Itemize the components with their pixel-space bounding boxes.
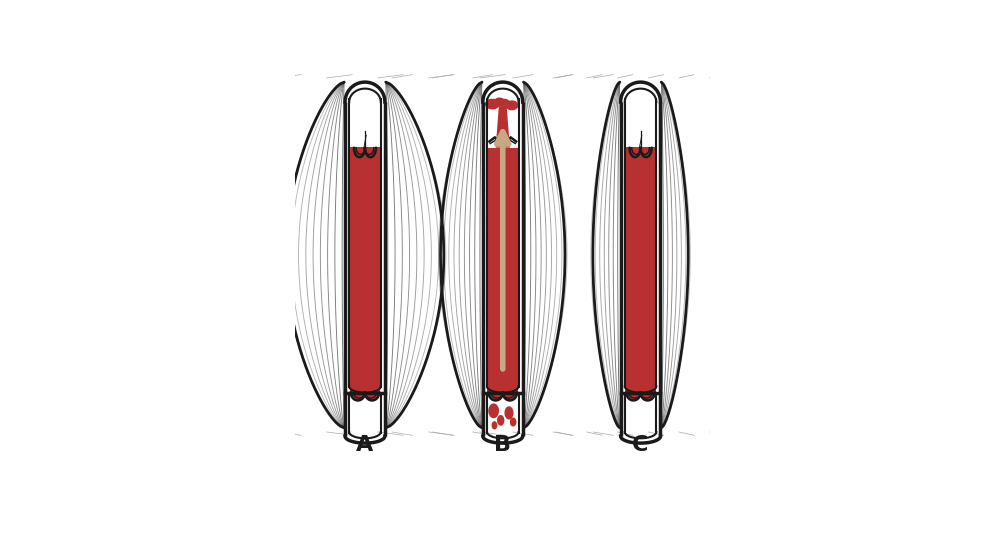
Polygon shape — [504, 406, 513, 419]
Polygon shape — [505, 100, 519, 110]
FancyBboxPatch shape — [625, 147, 656, 395]
FancyBboxPatch shape — [488, 148, 518, 395]
Polygon shape — [491, 421, 497, 430]
Polygon shape — [493, 98, 505, 107]
Polygon shape — [510, 418, 516, 426]
Text: C: C — [633, 435, 648, 455]
Polygon shape — [351, 392, 365, 400]
Polygon shape — [495, 106, 510, 148]
Polygon shape — [500, 99, 510, 107]
Polygon shape — [365, 392, 379, 400]
Polygon shape — [489, 392, 503, 400]
Polygon shape — [627, 392, 641, 400]
Polygon shape — [489, 403, 499, 418]
Text: B: B — [494, 435, 511, 455]
Polygon shape — [641, 392, 654, 400]
Polygon shape — [485, 99, 500, 109]
Polygon shape — [497, 415, 504, 426]
FancyBboxPatch shape — [349, 147, 381, 395]
Text: A: A — [356, 435, 374, 455]
Polygon shape — [503, 392, 517, 400]
